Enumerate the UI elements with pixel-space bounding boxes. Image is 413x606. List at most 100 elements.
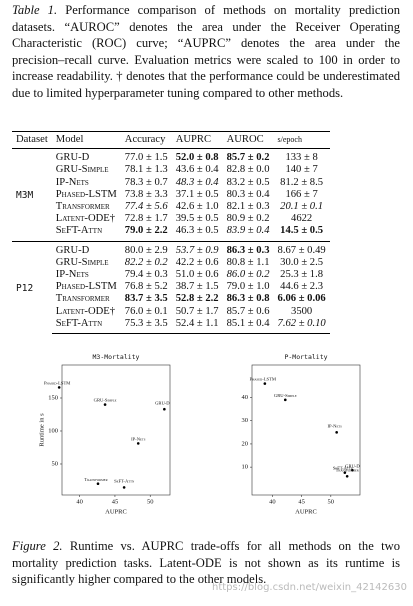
model-cell: GRU-Simple (55, 164, 109, 176)
value-cell: 86.3 ± 0.3 (222, 240, 274, 257)
point-label: Phased-LSTM (250, 377, 276, 382)
value-cell: 86.3 ± 0.8 (226, 293, 270, 305)
point (335, 431, 338, 434)
watermark: https://blog.csdn.net/weixin_42142630 (211, 582, 407, 593)
y-tick-label: 10 (242, 464, 249, 471)
header-row: Dataset Model Accuracy AUPRC AUROC s/epoch (12, 130, 330, 150)
y-tick-label: 30 (242, 417, 249, 424)
table-row: Phased-LSTM 73.8 ± 3.3 37.1 ± 0.5 80.3 ± 0.… (12, 189, 330, 201)
point-label: GRU-D (155, 400, 170, 405)
value-cell: 52.0 ± 0.8 (175, 152, 219, 164)
value-cell: 14.5 ± 0.5 (273, 225, 330, 242)
x-tick-label: 45 (298, 498, 305, 505)
dataset-cell: M3M (16, 190, 34, 202)
figure-caption: Figure 2. Runtime vs. AUPRC trade-offs f… (12, 538, 400, 588)
model-cell: Latent-ODE† (55, 213, 116, 225)
plot-frame (61, 364, 171, 496)
table-row: Transformer 83.7 ± 3.5 52.8 ± 2.2 86.3 ± 0.… (12, 293, 330, 305)
point (345, 474, 349, 478)
y-tick-label: 50 (52, 460, 59, 467)
value-cell: 133 ± 8 (285, 152, 318, 164)
model-cell: SeFT-Attn (51, 225, 121, 242)
header-cell: AUPRC (171, 130, 223, 150)
value-cell: 50.7 ± 1.7 (175, 305, 219, 317)
value-cell: 81.2 ± 8.5 (280, 176, 324, 188)
results-table: Dataset Model Accuracy AUPRC AUROC s/epoch M3M… (12, 130, 330, 335)
value-cell: 83.7 ± 3.5 (124, 293, 168, 305)
point-label: SeFT-Attn (114, 478, 135, 483)
value-cell: 82.8 ± 0.0 (226, 164, 270, 176)
value-cell: 6.06 ± 0.06 (277, 293, 326, 305)
value-cell: 166 ± 7 (285, 188, 318, 200)
y-tick-label: 20 (242, 440, 249, 447)
model-cell: Transformer (55, 201, 110, 213)
value-cell: 42.6 ± 1.0 (175, 201, 219, 213)
x-axis-label: AUPRC (295, 508, 317, 515)
value-cell: 85.7 ± 0.6 (226, 305, 270, 317)
caption-label: Table 1. (12, 3, 58, 17)
value-cell: 85.7 ± 0.2 (226, 152, 270, 164)
value-cell: 38.7 ± 1.5 (175, 281, 219, 293)
value-cell: 46.3 ± 0.5 (171, 225, 223, 242)
table-row: IP-Nets 78.3 ± 0.7 48.3 ± 0.4 83.2 ± 0.5 81.… (12, 177, 330, 189)
point-label: GRU-Simple (274, 393, 297, 398)
point-label: GRU-Simple (94, 398, 117, 403)
point (136, 442, 140, 445)
table-caption: Table 1. Performance comparison of metho… (12, 2, 400, 101)
plot-frame (251, 364, 361, 496)
header-cell: Accuracy (120, 130, 172, 150)
value-cell: 79.0 ± 1.0 (226, 281, 270, 293)
header-cell: AUROC (222, 130, 274, 150)
model-cell: GRU-D (55, 152, 90, 164)
value-cell: 80.9 ± 0.2 (226, 213, 270, 225)
value-cell: 30.0 ± 2.5 (280, 256, 324, 268)
value-cell: 78.1 ± 1.3 (124, 164, 168, 176)
point (103, 403, 107, 406)
value-cell: 78.3 ± 0.7 (124, 176, 168, 188)
point-label: IP-Nets (131, 436, 146, 441)
table-row: Phased-LSTM 76.8 ± 5.2 38.7 ± 1.5 79.0 ± 1.… (12, 281, 330, 293)
value-cell: 73.8 ± 3.3 (124, 188, 168, 200)
model-cell: IP-Nets (55, 176, 89, 188)
dataset-cell: P12 (12, 240, 52, 334)
value-cell: 82.2 ± 0.2 (124, 256, 168, 268)
value-cell: 51.0 ± 0.6 (175, 269, 219, 281)
model-cell: Latent-ODE† (55, 305, 116, 317)
model-cell: Phased-LSTM (55, 188, 117, 200)
x-axis-label: AUPRC (105, 508, 127, 515)
y-tick-label: 100 (48, 427, 58, 434)
point (122, 486, 126, 489)
table-row: P12 GRU-D 80.0 ± 2.9 53.7 ± 0.9 86.3 ± 0.3 8.… (12, 240, 330, 334)
caption-text: Performance comparison of methods on mor… (12, 3, 400, 100)
value-cell: 25.3 ± 1.8 (280, 269, 324, 281)
value-cell: 42.2 ± 0.6 (175, 256, 219, 268)
y-axis-label: Runtime in s (38, 413, 45, 447)
value-cell: 83.2 ± 0.5 (226, 176, 270, 188)
point-label: Transformer (84, 477, 107, 482)
point-label: Transformer (336, 467, 359, 472)
model-cell: GRU-D (51, 240, 121, 257)
value-cell: 83.9 ± 0.4 (222, 225, 274, 242)
value-cell: 8.67 ± 0.49 (273, 240, 330, 257)
caption-label: Figure 2. (12, 539, 63, 553)
table-row: M3M GRU-D 77.0 ± 1.5 52.0 ± 0.8 85.7 ± 0.2 13… (12, 149, 330, 201)
value-cell: 80.0 ± 2.9 (120, 240, 172, 257)
table-row: SeFT-Attn 75.3 ± 3.5 52.4 ± 1.1 85.1 ± 0.4 7… (12, 317, 330, 335)
model-cell: SeFT-Attn (51, 317, 121, 335)
x-tick-label: 40 (269, 498, 276, 505)
point (263, 382, 267, 385)
x-tick-label: 50 (147, 498, 154, 505)
point (351, 468, 354, 472)
table-row: Transformer 77.4 ± 5.6 42.6 ± 1.0 82.1 ± 0.… (12, 201, 330, 213)
value-cell: 7.62 ± 0.10 (273, 317, 330, 335)
value-cell: 37.1 ± 0.5 (175, 188, 219, 200)
header-cell: Model (51, 130, 121, 150)
value-cell: 52.8 ± 2.2 (175, 293, 219, 305)
point-label: IP-Nets (328, 423, 343, 428)
point (163, 407, 166, 411)
table-row: GRU-Simple 82.2 ± 0.2 42.2 ± 0.6 80.8 ± 1.1… (12, 257, 330, 269)
table-row: SeFT-Attn 79.0 ± 2.2 46.3 ± 0.5 83.9 ± 0.4 1… (12, 225, 330, 242)
value-cell: 20.1 ± 0.1 (280, 201, 324, 213)
value-cell: 76.8 ± 5.2 (124, 281, 168, 293)
